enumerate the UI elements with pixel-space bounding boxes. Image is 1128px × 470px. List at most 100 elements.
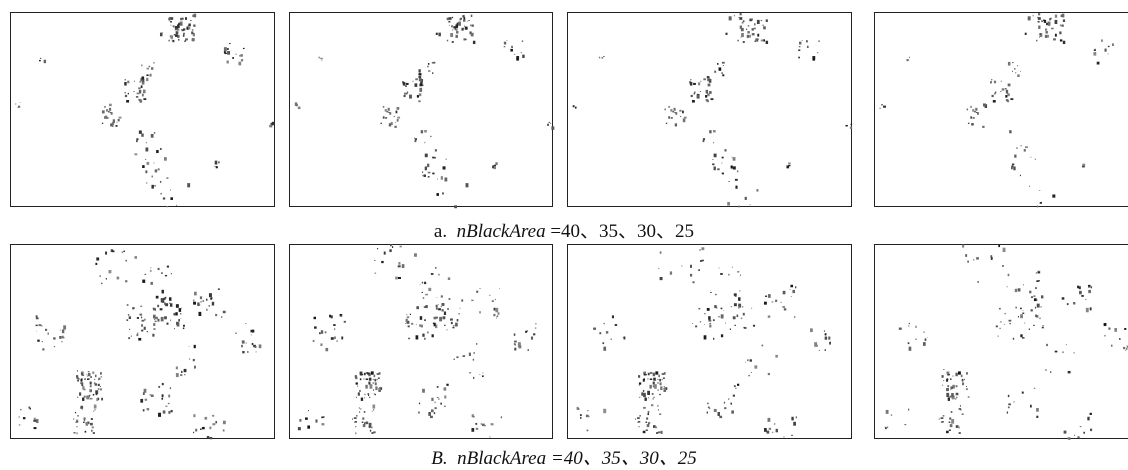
speckle (395, 277, 398, 280)
speckle (20, 102, 21, 103)
speckle (655, 426, 657, 428)
speckle (1024, 149, 1026, 151)
speckle (223, 421, 226, 425)
speckle (369, 397, 370, 398)
speckle (101, 398, 103, 401)
speckle (193, 302, 196, 305)
speckle (360, 373, 361, 375)
speckle (769, 428, 771, 430)
speckle (465, 27, 468, 30)
speckle (418, 76, 421, 78)
speckle (1020, 314, 1023, 318)
speckle (719, 268, 720, 269)
speckle (445, 177, 448, 181)
speckle (1022, 313, 1024, 314)
speckle (1028, 16, 1031, 20)
speckle (173, 313, 175, 316)
speckle (194, 368, 196, 369)
speckle (424, 306, 426, 307)
speckle (431, 398, 433, 401)
speckle (737, 384, 739, 386)
speckle (238, 62, 241, 66)
speckle (209, 305, 210, 306)
speckle (1111, 345, 1112, 347)
speckle (793, 422, 796, 426)
image-panel (568, 13, 852, 207)
speckle (960, 405, 961, 406)
speckle (84, 389, 86, 391)
speckle (321, 330, 323, 334)
speckle (967, 261, 968, 263)
speckle (206, 299, 207, 301)
speckle (719, 316, 720, 317)
speckle (157, 305, 159, 307)
speckle (441, 176, 443, 179)
speckle (647, 378, 648, 379)
speckle (703, 138, 705, 140)
speckle (734, 385, 736, 387)
speckle (1088, 290, 1091, 293)
speckle (768, 315, 771, 317)
speckle (1083, 432, 1085, 434)
speckle (438, 33, 441, 37)
speckle (750, 204, 751, 205)
speckle (425, 167, 427, 171)
speckle (460, 308, 461, 309)
speckle (463, 355, 466, 357)
speckle (84, 396, 86, 398)
speckle (475, 423, 477, 425)
speckle (1094, 49, 1096, 50)
speckle (359, 408, 360, 409)
speckle (364, 394, 365, 395)
speckle (658, 431, 660, 433)
speckle (355, 421, 357, 423)
speckle (430, 136, 431, 137)
speckle (440, 403, 442, 405)
speckle (158, 413, 161, 417)
speckle (1008, 395, 1010, 397)
speckle (314, 317, 316, 319)
speckle (417, 95, 419, 98)
speckle (899, 328, 902, 330)
speckle (435, 407, 437, 409)
speckle (93, 394, 94, 396)
speckle (202, 427, 205, 429)
speckle (973, 259, 974, 260)
caption: B. nBlackArea =40、35、30、25 (0, 443, 1128, 470)
speckle (990, 81, 992, 84)
speckle (906, 59, 908, 61)
speckle (1015, 307, 1017, 309)
speckle (437, 179, 438, 180)
speckle (959, 432, 961, 433)
speckle (156, 296, 159, 299)
speckle (1015, 289, 1017, 292)
speckle (495, 308, 498, 312)
speckle (176, 205, 177, 206)
speckle (547, 124, 549, 126)
speckle (80, 382, 83, 384)
caption-variable: nBlackArea (457, 221, 546, 242)
speckle (432, 173, 434, 175)
speckle (334, 336, 336, 339)
speckle (212, 415, 214, 417)
speckle (221, 316, 222, 317)
speckle (1045, 370, 1046, 371)
speckle (580, 417, 581, 419)
speckle (334, 328, 335, 329)
speckle (77, 397, 78, 398)
speckle (200, 296, 202, 299)
speckle (516, 58, 519, 61)
speckle (1062, 14, 1064, 18)
speckle (514, 341, 517, 343)
speckle (153, 308, 156, 310)
speckle (142, 280, 145, 283)
speckle (140, 101, 142, 103)
speckle (522, 41, 523, 42)
speckle (93, 411, 94, 412)
speckle (1112, 43, 1114, 46)
speckle (403, 95, 405, 97)
image-panel (11, 13, 275, 207)
speckle (707, 308, 710, 311)
speckle (322, 416, 324, 418)
speckle (455, 29, 456, 30)
